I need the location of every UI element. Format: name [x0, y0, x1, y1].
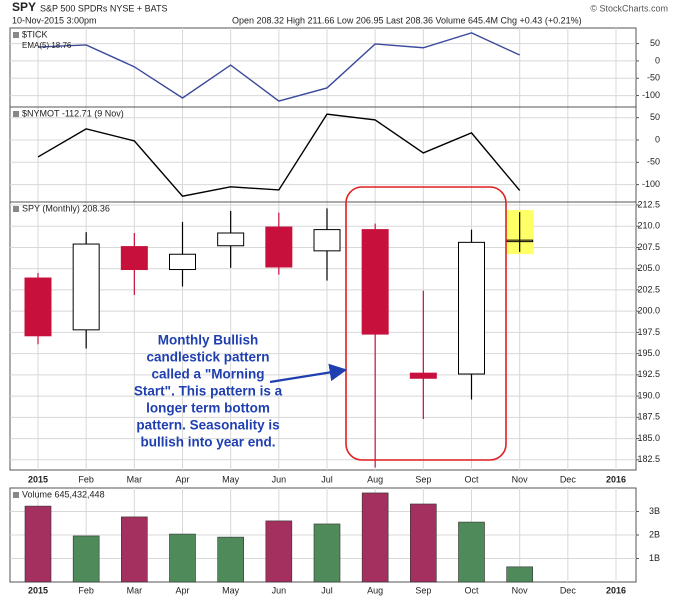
- y-tick-label: 195.0: [637, 348, 660, 358]
- candle-body: [24, 277, 52, 337]
- x-tick-label: Apr: [175, 585, 189, 595]
- panel-icon: [13, 111, 19, 117]
- x-tick-label: Jul: [321, 474, 333, 484]
- bar: [265, 520, 293, 583]
- panel-label: $TICK: [22, 29, 48, 39]
- y-tick-label: 1B: [649, 553, 660, 563]
- x-tick-label: Aug: [367, 474, 383, 484]
- y-tick-label: 210.0: [637, 221, 660, 231]
- y-tick-label: -50: [647, 73, 660, 83]
- annotation: Start". This pattern is a: [134, 384, 283, 399]
- y-tick-label: 202.5: [637, 284, 660, 294]
- x-tick-label: Dec: [560, 585, 577, 595]
- panel-label: SPY (Monthly) 208.36: [22, 203, 110, 213]
- annotation: bullish into year end.: [140, 435, 275, 450]
- y-tick-label: 50: [650, 38, 660, 48]
- bar: [121, 516, 148, 583]
- y-tick-label: 2B: [649, 529, 660, 539]
- symbol: SPY: [12, 0, 36, 14]
- x-tick-label: Feb: [78, 585, 94, 595]
- x-tick-label: Sep: [415, 474, 431, 484]
- y-tick-label: 50: [650, 112, 660, 122]
- panel-label: $NYMOT -112.71 (9 Nov): [22, 108, 124, 118]
- panel-icon: [13, 32, 19, 38]
- bar: [361, 492, 389, 583]
- annotation: Monthly Bullish: [158, 333, 259, 348]
- x-tick-label: May: [222, 585, 240, 595]
- symbol-name: S&P 500 SPDRs NYSE + BATS: [40, 3, 167, 13]
- candle-body: [361, 229, 389, 335]
- panel-sublabel: EMA(5) 18.76: [22, 41, 72, 50]
- y-tick-label: 190.0: [637, 390, 660, 400]
- x-tick-label: 2016: [606, 585, 626, 595]
- panel-label: Volume 645,432,448: [22, 489, 105, 499]
- y-tick-label: 0: [655, 55, 660, 65]
- x-tick-label: Sep: [415, 585, 431, 595]
- panel-icon: [13, 206, 19, 212]
- marks: [24, 32, 534, 583]
- annotation: candlestick pattern: [146, 350, 269, 365]
- y-tick-label: 200.0: [637, 306, 660, 316]
- candle-body: [458, 241, 485, 375]
- candle-body: [217, 232, 245, 247]
- x-tick-label: 2015: [28, 585, 48, 595]
- y-tick-label: 0: [655, 134, 660, 144]
- annotation: called a "Morning: [152, 367, 265, 382]
- bar: [458, 521, 485, 583]
- x-tick-label: Aug: [367, 585, 383, 595]
- y-tick-label: 197.5: [637, 327, 660, 337]
- y-tick-label: 185.0: [637, 433, 660, 443]
- x-tick-label: Apr: [175, 474, 189, 484]
- x-tick-label: Jun: [272, 585, 287, 595]
- candle-body: [409, 372, 437, 379]
- y-tick-label: 192.5: [637, 369, 660, 379]
- x-tick-label: Feb: [78, 474, 94, 484]
- bar: [72, 535, 100, 583]
- bar: [313, 523, 341, 583]
- y-tick-label: 187.5: [637, 412, 660, 422]
- y-tick-label: 3B: [649, 506, 660, 516]
- annotation: pattern. Seasonality is: [136, 418, 279, 433]
- x-tick-label: Jul: [321, 585, 333, 595]
- bar: [24, 505, 52, 583]
- line: [37, 32, 520, 102]
- arrow: [269, 363, 348, 384]
- line: [37, 113, 521, 197]
- price-frame: [9, 27, 637, 471]
- y-tick-label: -100: [642, 179, 660, 189]
- y-tick-label: -100: [642, 90, 660, 100]
- quote: Open 208.32 High 211.66 Low 206.95 Last …: [232, 15, 582, 25]
- date: 10-Nov-2015 3:00pm: [12, 15, 97, 25]
- bar: [410, 503, 437, 583]
- pattern-box: [345, 186, 507, 461]
- x-tick-label: Oct: [464, 474, 479, 484]
- y-tick-label: -50: [647, 157, 660, 167]
- panel-icon: [13, 492, 19, 498]
- x-tick-label: Mar: [127, 474, 143, 484]
- y-tick-label: 212.5: [637, 199, 660, 209]
- x-tick-label: May: [222, 474, 240, 484]
- y-tick-label: 182.5: [637, 454, 660, 464]
- bar: [217, 536, 244, 583]
- x-tick-label: Oct: [464, 585, 479, 595]
- source: © StockCharts.com: [590, 3, 668, 13]
- bar: [169, 533, 196, 583]
- x-tick-label: 2016: [606, 474, 626, 484]
- x-tick-label: Jun: [272, 474, 287, 484]
- x-tick-label: Nov: [512, 585, 529, 595]
- x-tick-label: Dec: [560, 474, 577, 484]
- x-tick-label: 2015: [28, 474, 48, 484]
- bar: [506, 566, 533, 583]
- x-tick-label: Mar: [127, 585, 143, 595]
- candle-body: [72, 243, 100, 331]
- candle-body: [169, 253, 196, 271]
- candle-body: [313, 229, 341, 252]
- candle-body: [265, 226, 293, 268]
- annotation: longer term bottom: [146, 401, 270, 416]
- y-tick-label: 207.5: [637, 242, 660, 252]
- x-tick-label: Nov: [512, 474, 529, 484]
- y-tick-label: 205.0: [637, 263, 660, 273]
- candle-body: [120, 246, 148, 271]
